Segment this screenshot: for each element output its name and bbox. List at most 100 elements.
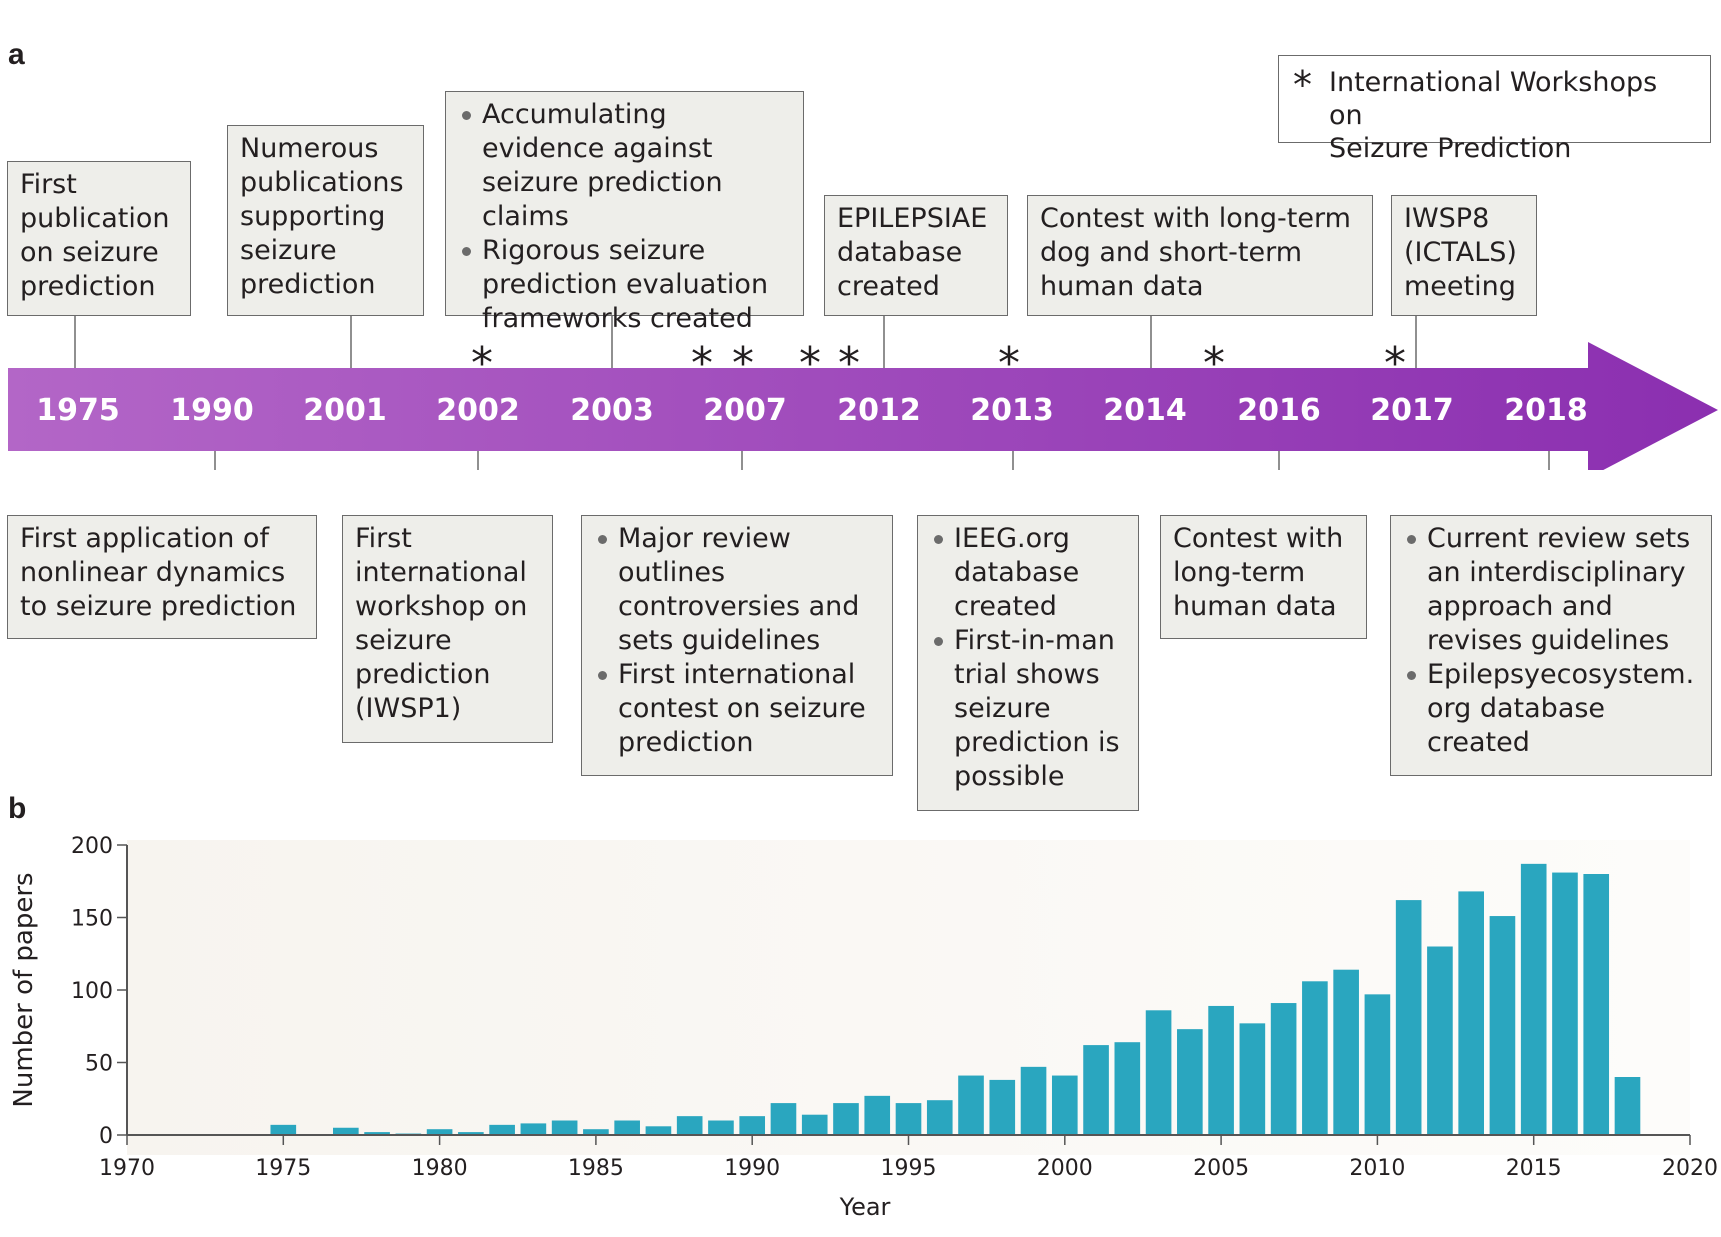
workshop-star-icon: * (998, 338, 1020, 389)
year-label-2013: 2013 (970, 393, 1054, 428)
event-bullet: Epilepsyecosystem. org database created (1403, 658, 1699, 760)
year-label-2003: 2003 (570, 393, 654, 428)
bar-1995 (895, 1103, 922, 1135)
bar-2007 (1270, 1003, 1297, 1135)
event-box-2018: Current review sets an interdisciplinary… (1390, 515, 1712, 776)
bar-1984 (551, 1120, 578, 1135)
year-label-2016: 2016 (1237, 393, 1321, 428)
workshop-star-icon: * (471, 338, 493, 389)
event-text: IWSP8 (ICTALS) meeting (1404, 203, 1517, 302)
event-box-2013: IEEG.org database created First-in-man t… (917, 515, 1139, 811)
event-box-2003: Accumulating evidence against seizure pr… (445, 91, 804, 334)
workshop-star-icon: * (799, 338, 821, 389)
bar-2004 (1177, 1029, 1203, 1135)
workshop-star-icon: * (691, 338, 713, 389)
workshops-legend: * International Workshops on Seizure Pre… (1278, 55, 1711, 164)
timeline: * * * * * * * * 1975 1990 2001 2002 2003 2007 2012 201… (8, 316, 1718, 470)
event-bullet: Accumulating evidence against seizure pr… (458, 98, 791, 234)
bar-1975 (270, 1124, 297, 1135)
bar-2012 (1427, 946, 1453, 1135)
bar-1992 (801, 1114, 828, 1135)
y-tick-label-50: 50 (85, 1052, 113, 1077)
x-tick-label-1995: 1995 (881, 1156, 937, 1181)
workshop-star-icon: * (1203, 338, 1225, 389)
event-text: Numerous publications supporting seizure… (240, 133, 404, 300)
year-label-2001: 2001 (303, 393, 387, 428)
bar-1988 (676, 1116, 703, 1135)
bar-2014 (1489, 916, 1516, 1135)
bar-1987 (645, 1126, 672, 1135)
bar-1998 (989, 1079, 1016, 1135)
bar-2005 (1208, 1005, 1234, 1135)
y-tick-label-0: 0 (99, 1124, 113, 1149)
bar-2000 (1051, 1075, 1078, 1135)
bar-2016 (1552, 872, 1578, 1135)
event-box-2012: EPILEPSIAE database created (824, 195, 1008, 316)
year-label-2002: 2002 (436, 393, 520, 428)
event-text: Contest with long-term human data (1173, 523, 1344, 622)
y-tick-label-200: 200 (71, 834, 113, 859)
legend-line-2: Seizure Prediction (1329, 133, 1572, 164)
x-tick-label-1970: 1970 (99, 1156, 155, 1181)
workshop-star-icon: * (1384, 338, 1406, 389)
panel-b-label: b (8, 792, 27, 825)
bar-1991 (770, 1103, 797, 1135)
bar-2008 (1302, 981, 1328, 1135)
bar-1982 (489, 1124, 515, 1135)
event-text: Contest with long-term dog and short-ter… (1040, 203, 1351, 302)
event-box-2001: Numerous publications supporting seizure… (227, 125, 424, 316)
bar-2009 (1333, 969, 1359, 1135)
bar-1996 (926, 1100, 953, 1135)
year-label-2018: 2018 (1504, 393, 1588, 428)
x-tick-label-2000: 2000 (1037, 1156, 1093, 1181)
bar-2013 (1458, 891, 1484, 1135)
bar-2010 (1364, 994, 1391, 1135)
x-tick-label-1975: 1975 (255, 1156, 311, 1181)
event-bullet: Rigorous seizure prediction evaluation f… (458, 234, 791, 336)
year-label-1990: 1990 (170, 393, 254, 428)
bar-1990 (739, 1116, 766, 1135)
bar-1981 (458, 1132, 484, 1135)
y-tick-label-150: 150 (71, 907, 113, 932)
year-label-2017: 2017 (1370, 393, 1454, 428)
year-label-2012: 2012 (837, 393, 921, 428)
timeline-arrow (8, 342, 1718, 470)
x-axis-label: Year (839, 1193, 891, 1221)
event-text: First publication on seizure prediction (20, 169, 170, 302)
event-text: First application of nonlinear dynamics … (20, 523, 297, 622)
bar-2001 (1083, 1045, 1109, 1135)
bar-1983 (520, 1123, 547, 1135)
bar-1980 (426, 1129, 453, 1135)
workshop-star-icon: * (838, 338, 860, 389)
workshop-star-icon: * (732, 338, 754, 389)
bar-2015 (1520, 863, 1547, 1135)
year-label-2014: 2014 (1103, 393, 1187, 428)
event-text: First international workshop on seizure … (355, 523, 528, 724)
x-tick-label-1985: 1985 (568, 1156, 624, 1181)
x-tick-label-2010: 2010 (1349, 1156, 1405, 1181)
bar-2011 (1395, 900, 1422, 1135)
bar-1999 (1020, 1066, 1047, 1135)
x-tick-label-2005: 2005 (1193, 1156, 1249, 1181)
bar-2018 (1614, 1077, 1641, 1135)
x-tick-label-2015: 2015 (1506, 1156, 1562, 1181)
bar-1985 (583, 1129, 609, 1135)
bar-1997 (958, 1075, 984, 1135)
y-tick-label-100: 100 (71, 979, 113, 1004)
panel-a-label: a (8, 38, 25, 71)
x-tick-label-2020: 2020 (1662, 1156, 1718, 1181)
event-bullet: Major review outlines controversies and … (594, 522, 880, 658)
year-label-2007: 2007 (703, 393, 787, 428)
event-text: EPILEPSIAE database created (837, 203, 988, 302)
bar-2003 (1145, 1010, 1172, 1135)
event-box-2014: Contest with long-term dog and short-ter… (1027, 195, 1373, 316)
bar-2017 (1583, 874, 1610, 1135)
bar-1986 (614, 1120, 640, 1135)
y-axis-label: Number of papers (9, 872, 39, 1107)
event-bullet: First-in-man trial shows seizure predict… (930, 624, 1126, 794)
event-box-2017: IWSP8 (ICTALS) meeting (1391, 195, 1537, 316)
legend-line-1: International Workshops on (1329, 67, 1658, 131)
bar-2006 (1239, 1023, 1266, 1135)
bar-1993 (833, 1103, 859, 1135)
bar-2002 (1114, 1042, 1141, 1135)
